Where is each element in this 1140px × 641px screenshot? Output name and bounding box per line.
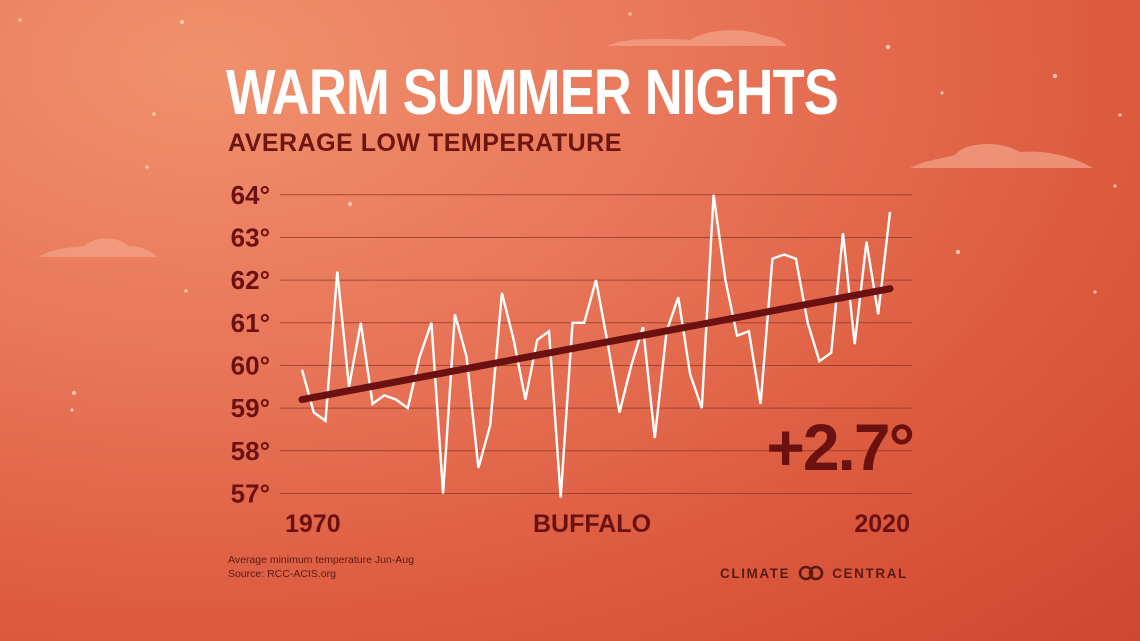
- star-icon: [940, 91, 944, 95]
- star-icon: [1093, 290, 1097, 294]
- y-tick-label: 63°: [231, 222, 270, 252]
- temperature-series-line: [300, 194, 892, 498]
- star-icon: [152, 112, 156, 116]
- page-subtitle: AVERAGE LOW TEMPERATURE: [228, 129, 622, 157]
- star-icon: [1118, 113, 1122, 117]
- cloud-icon: [608, 30, 786, 46]
- footnote-description: Average minimum temperature Jun-Aug: [228, 554, 414, 566]
- y-tick-label: 57°: [231, 478, 270, 508]
- star-icon: [179, 19, 185, 25]
- star-icon: [955, 249, 961, 255]
- y-tick-label: 64°: [231, 180, 270, 210]
- brand-name-right: CENTRAL: [832, 565, 908, 581]
- star-icon: [628, 12, 632, 16]
- star-icon: [347, 201, 353, 207]
- y-tick-label: 61°: [231, 308, 270, 338]
- brand-name-left: CLIMATE: [720, 565, 791, 581]
- y-tick-label: 62°: [231, 265, 270, 295]
- star-icon: [1052, 73, 1058, 79]
- star-icon: [885, 44, 891, 50]
- footnote-source: Source: RCC-ACIS.org: [228, 568, 336, 580]
- star-icon: [145, 165, 149, 169]
- star-icon: [70, 408, 74, 412]
- stars: [18, 12, 1122, 412]
- trend-line: [298, 285, 894, 404]
- link-rings-icon: [798, 565, 824, 581]
- y-tick-label: 59°: [231, 393, 270, 423]
- location-label: BUFFALO: [533, 510, 651, 538]
- x-label-end: 2020: [854, 510, 910, 538]
- cloud-icon: [910, 144, 1093, 168]
- star-icon: [71, 390, 77, 396]
- star-icon: [184, 289, 188, 293]
- cloud-icon: [38, 238, 157, 257]
- brand-logo: CLIMATE CENTRAL: [720, 565, 908, 581]
- star-icon: [18, 18, 22, 22]
- trend-change-label: +2.7°: [766, 410, 913, 484]
- page-title: WARM SUMMER NIGHTS: [226, 56, 839, 128]
- star-icon: [1113, 184, 1117, 188]
- y-tick-label: 60°: [231, 350, 270, 380]
- y-tick-label: 58°: [231, 436, 270, 466]
- x-label-start: 1970: [285, 510, 341, 538]
